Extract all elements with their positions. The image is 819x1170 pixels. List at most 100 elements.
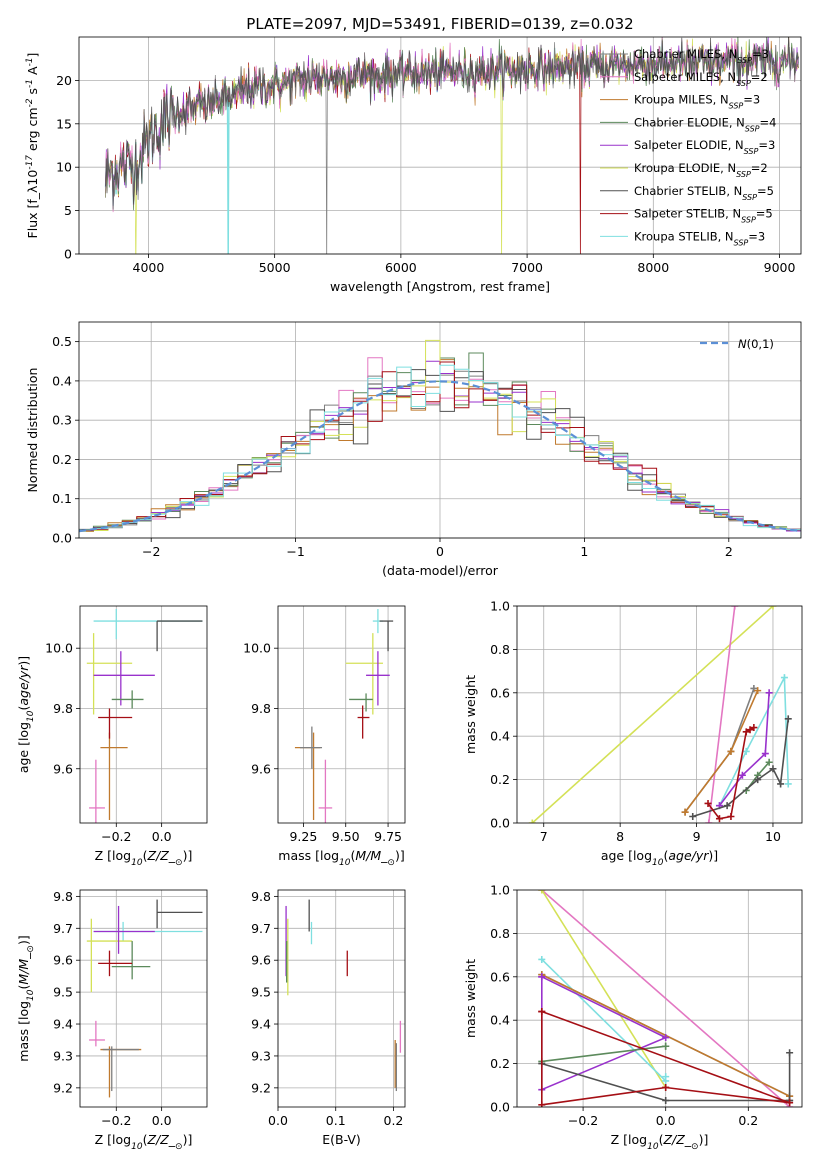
plus-marker xyxy=(761,750,769,758)
tick-label-y: 9.3 xyxy=(53,1048,73,1063)
y-axis-label: mass weight xyxy=(463,959,478,1038)
tick-label-y: 10 xyxy=(56,160,72,175)
y-axis-label: mass [log10(M/M_⊙)] xyxy=(16,935,36,1061)
tick-label-y: 0.6 xyxy=(490,685,510,700)
tick-label-y: 0.3 xyxy=(52,413,72,428)
legend-entry: Kroupa MILES, NSSP=3 xyxy=(634,93,760,111)
tick-label-x: −0.2 xyxy=(101,1113,131,1128)
histogram-kroupa-stelib xyxy=(79,364,801,538)
tick-label-y: 9.5 xyxy=(53,985,73,1000)
weight-line-kroupa-stelib xyxy=(538,955,670,1085)
tick-label-y: 0.4 xyxy=(490,1013,510,1028)
chart-age_vs_Z: −0.2 0.0 9.6 9.8 10.0 Z [log10(Z/Z_⊙)] age [lo… xyxy=(16,605,208,868)
plus-marker xyxy=(662,1083,670,1091)
tick-label-y: 9.2 xyxy=(53,1080,73,1095)
errorbar-salpeter-stelib xyxy=(98,950,133,977)
legend-entry: Chabrier ELODIE, NSSP=4 xyxy=(634,115,776,132)
plus-marker xyxy=(662,1034,670,1042)
tick-label-x: 0.0 xyxy=(152,829,172,844)
plot-area xyxy=(104,37,800,254)
plus-marker xyxy=(742,747,750,755)
legend-entry: Salpeter ELODIE, NSSP=3 xyxy=(634,138,775,156)
plus-marker xyxy=(731,606,739,610)
plus-marker xyxy=(662,1096,670,1104)
errorbar-chabrier-elodie xyxy=(349,693,373,712)
tick-label-x: 0 xyxy=(436,544,444,559)
tick-label-x: 7000 xyxy=(511,260,543,275)
axes-frame xyxy=(78,36,802,255)
x-axis-label: (data-model)/error xyxy=(382,563,499,578)
tick-label-y: 9.7 xyxy=(251,921,271,936)
tick-label-x: −0.2 xyxy=(568,1113,598,1128)
errorbar-chabrier-stelib xyxy=(156,620,203,652)
legend-entry: Kroupa STELIB, NSSP=3 xyxy=(634,229,765,247)
errorbar-chabrier-stelib xyxy=(379,620,394,652)
tick-label-y: 9.6 xyxy=(53,761,73,776)
legend-entry: Chabrier STELIB, NSSP=5 xyxy=(634,184,774,202)
plus-marker xyxy=(538,1008,546,1016)
tick-label-x: 0.0 xyxy=(268,1113,288,1128)
plus-marker xyxy=(765,689,773,697)
tick-label-y: 0.2 xyxy=(52,452,72,467)
chart-mass_vs_ebv: 0.0 0.1 0.2 9.2 9.3 9.4 9.5 9.6 9.7 9.8 E(B-V) xyxy=(251,889,406,1147)
errorbar-salpeter-miles xyxy=(89,759,105,823)
plus-marker xyxy=(662,1042,670,1050)
tick-label-y: 1.0 xyxy=(490,599,510,614)
weight-line-kroupa-elodie xyxy=(538,890,670,1091)
plus-marker xyxy=(528,819,536,823)
tick-label-x: 7 xyxy=(540,829,548,844)
spectrum-line-chabrier-stelib xyxy=(105,37,799,210)
tick-label-x: 6000 xyxy=(385,260,417,275)
plus-marker xyxy=(780,674,788,682)
chart-age_vs_mass: 9.25 9.50 9.75 9.6 9.8 10.0 mass [log10(M/M_⊙)… xyxy=(243,605,406,868)
tick-label-y: 0.0 xyxy=(490,816,510,831)
plus-marker xyxy=(704,799,712,807)
errorbar-chabrier-elodie xyxy=(111,690,144,709)
plot-area xyxy=(86,899,203,1098)
plus-marker xyxy=(705,819,713,823)
legend-entry: Salpeter MILES, NSSP=2 xyxy=(634,70,768,88)
plot-area xyxy=(538,890,794,1107)
plot-area xyxy=(285,899,402,1092)
tick-label-x: −1 xyxy=(286,544,304,559)
plus-marker xyxy=(786,1049,794,1057)
errorbar-salpeter-miles xyxy=(89,1020,105,1047)
errorbar-kroupa-elodie xyxy=(345,633,383,715)
plus-marker xyxy=(538,1101,546,1107)
weight-line-chabrier-stelib xyxy=(689,715,792,820)
plus-marker xyxy=(662,1073,670,1081)
plus-marker xyxy=(750,684,758,692)
tick-label-x: 5000 xyxy=(259,260,291,275)
weight-line xyxy=(541,890,667,1088)
chart-title: PLATE=2097, MJD=53491, FIBERID=0139, z=0… xyxy=(246,15,633,33)
axes-frame xyxy=(79,605,208,824)
weight-line xyxy=(718,692,770,807)
chart-spectrum: 4000 5000 6000 7000 8000 9000 0 5 10 15 20 waveleng… xyxy=(25,15,802,294)
tick-label-y: 9.2 xyxy=(251,1080,271,1095)
x-axis-label: mass [log10(M/M_⊙)] xyxy=(278,848,404,868)
plus-marker xyxy=(723,802,731,810)
tick-label-y: 0.4 xyxy=(52,373,72,388)
weight-line xyxy=(692,718,789,818)
x-axis-label: Z [log10(Z/Z_⊙)] xyxy=(611,1132,709,1152)
plus-marker xyxy=(727,747,735,755)
plus-marker xyxy=(784,715,792,723)
chart-residuals: −2 −1 0 1 2 0.0 0.1 0.2 0.3 0.4 0.5 (data-model)/er… xyxy=(25,321,802,578)
tick-label-x: 9.50 xyxy=(332,829,360,844)
x-axis-label: age [log10(age/yr)] xyxy=(601,848,718,868)
plot-area xyxy=(294,609,394,823)
weight-line-salpeter-miles xyxy=(705,606,739,823)
plus-marker xyxy=(746,726,754,734)
weight-line xyxy=(718,674,789,806)
errorbar-salpeter-stelib xyxy=(357,705,370,739)
plus-marker xyxy=(754,687,762,695)
plot-area xyxy=(528,606,792,823)
plot-area xyxy=(86,609,203,823)
chart-mass_vs_Z: −0.2 0.0 9.2 9.3 9.4 9.5 9.6 9.7 9.8 Z [log10(Z/Z… xyxy=(16,889,208,1152)
tick-label-y: 0.8 xyxy=(490,926,510,941)
legend-entry: Salpeter STELIB, NSSP=5 xyxy=(634,207,773,225)
errorbar-chabrier-miles xyxy=(102,1046,139,1092)
tick-label-y: 5 xyxy=(64,203,72,218)
errorbar-chabrier-elodie xyxy=(111,941,151,980)
